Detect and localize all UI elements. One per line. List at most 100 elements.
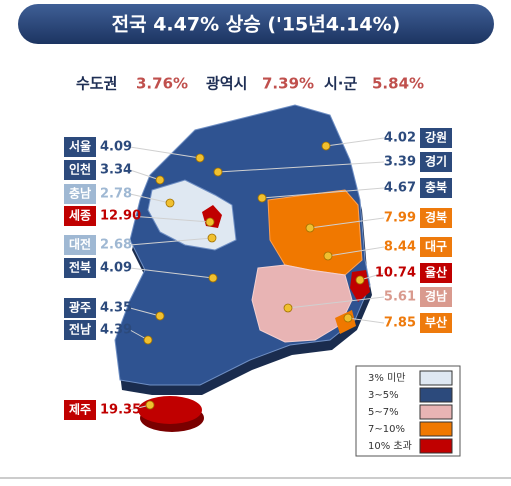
legend-swatch bbox=[419, 421, 453, 437]
region-name-box bbox=[64, 137, 96, 157]
leader-line bbox=[129, 193, 171, 204]
region-name: 대구 bbox=[425, 240, 447, 254]
region-name: 전북 bbox=[69, 260, 91, 275]
region-name: 경기 bbox=[425, 154, 447, 169]
region-value: 4.67 bbox=[384, 181, 416, 196]
pin bbox=[205, 217, 215, 227]
region-name-box bbox=[420, 208, 452, 228]
region-value: 3.34 bbox=[100, 163, 132, 178]
region-name-box bbox=[420, 263, 452, 283]
region-name-box bbox=[64, 258, 96, 278]
legend-swatch bbox=[419, 404, 453, 420]
leader-line bbox=[347, 317, 385, 324]
leader-line bbox=[261, 187, 385, 199]
pin bbox=[257, 193, 267, 203]
leader-line bbox=[129, 307, 161, 317]
region-name-box bbox=[64, 400, 96, 420]
region-name: 광주 bbox=[69, 300, 91, 315]
region-name-box bbox=[420, 178, 452, 198]
region-name-box bbox=[64, 320, 96, 340]
region-name-box bbox=[64, 184, 96, 204]
region-value: 19.35 bbox=[100, 403, 141, 418]
region-name: 울산 bbox=[425, 265, 447, 280]
summary-label: 시·군 bbox=[324, 75, 357, 93]
pin bbox=[283, 303, 293, 313]
legend-label: 5~7% bbox=[368, 407, 399, 418]
region-name: 대전 bbox=[69, 237, 91, 252]
region-name-box bbox=[420, 287, 452, 307]
pin bbox=[343, 313, 353, 323]
region-value: 4.02 bbox=[384, 131, 416, 146]
region-value: 10.74 bbox=[375, 266, 416, 281]
title-banner bbox=[18, 4, 494, 44]
region-value: 4.09 bbox=[100, 261, 132, 276]
region-value: 8.44 bbox=[384, 240, 416, 255]
pin bbox=[355, 275, 365, 285]
region-name: 부산 bbox=[425, 315, 447, 330]
region-name: 강원 bbox=[425, 131, 447, 145]
legend-label: 3% 미만 bbox=[368, 372, 405, 384]
leader-line bbox=[309, 217, 385, 229]
region-name: 서울 bbox=[69, 139, 91, 154]
region-name: 충북 bbox=[425, 180, 447, 195]
legend: 3% 미만 3~5% 5~7% 7~10% 10% 초과 bbox=[355, 365, 461, 457]
summary: 수도권 3.76% 광역시 7.39% 시·군 5.84% bbox=[76, 75, 424, 93]
leader-line bbox=[129, 215, 211, 223]
region-value: 3.39 bbox=[384, 155, 416, 170]
pin bbox=[207, 233, 217, 243]
region-ulsan bbox=[350, 270, 370, 302]
summary-value: 7.39% bbox=[262, 75, 314, 93]
legend-label: 3~5% bbox=[368, 390, 399, 401]
region-name: 경북 bbox=[425, 211, 447, 225]
pin bbox=[165, 198, 175, 208]
region-value: 4.35 bbox=[100, 301, 132, 316]
region-value: 4.09 bbox=[100, 140, 132, 155]
summary-label: 광역시 bbox=[206, 75, 247, 93]
region-value: 12.90 bbox=[100, 209, 141, 224]
region-value: 4.39 bbox=[100, 323, 132, 338]
region-name: 경남 bbox=[425, 289, 447, 304]
region-name-box bbox=[420, 237, 452, 257]
region-name-box bbox=[420, 128, 452, 148]
leader-line bbox=[129, 237, 213, 246]
legend-swatch bbox=[419, 387, 453, 403]
region-name: 전남 bbox=[69, 322, 91, 337]
summary-label: 수도권 bbox=[76, 75, 117, 93]
pin bbox=[155, 175, 165, 185]
leader-line bbox=[129, 267, 214, 279]
leader-line bbox=[287, 296, 385, 309]
region-name: 제주 bbox=[69, 403, 91, 417]
pin bbox=[305, 223, 315, 233]
pin bbox=[208, 273, 218, 283]
region-name-box bbox=[64, 206, 96, 226]
legend-swatch bbox=[419, 438, 453, 454]
region-name-box bbox=[64, 235, 96, 255]
region-name-box bbox=[64, 298, 96, 318]
region-name: 인천 bbox=[69, 162, 91, 177]
pin bbox=[143, 335, 153, 345]
region-value: 7.99 bbox=[384, 211, 416, 226]
region-chungnam bbox=[147, 179, 237, 251]
region-name-box bbox=[420, 152, 452, 172]
pin bbox=[145, 400, 155, 410]
leader-line bbox=[325, 137, 385, 147]
summary-value: 3.76% bbox=[136, 75, 188, 93]
pin bbox=[321, 141, 331, 151]
legend-swatch bbox=[419, 370, 453, 386]
leader-line bbox=[327, 246, 385, 257]
legend-label: 7~10% bbox=[368, 424, 405, 435]
title: 전국 4.47% 상승 ('15년4.14%) bbox=[112, 14, 401, 36]
region-name-box bbox=[64, 160, 96, 180]
summary-value: 5.84% bbox=[372, 75, 424, 93]
legend-label: 10% 초과 bbox=[368, 440, 412, 452]
leader-line bbox=[217, 161, 385, 173]
region-name: 충남 bbox=[69, 186, 91, 201]
region-value: 5.61 bbox=[384, 290, 416, 305]
region-value: 2.78 bbox=[100, 187, 132, 202]
leader-line bbox=[129, 146, 201, 159]
pin bbox=[195, 153, 205, 163]
region-name-box bbox=[420, 313, 452, 333]
region-value: 2.68 bbox=[100, 238, 132, 253]
region-jeju bbox=[138, 396, 202, 424]
